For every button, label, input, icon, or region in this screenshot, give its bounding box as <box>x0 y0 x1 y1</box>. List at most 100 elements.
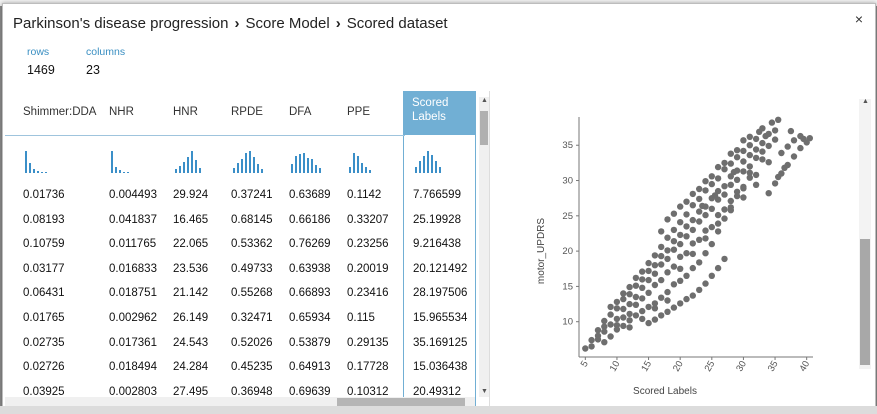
scatter-point <box>714 163 722 171</box>
table-horizontal-scroll-thumb[interactable] <box>337 398 465 406</box>
scatter-point <box>613 315 621 323</box>
table-cell: 21.142 <box>173 287 209 300</box>
breadcrumb-separator-icon: › <box>335 15 341 32</box>
scatter-point <box>683 233 690 240</box>
scatter-point <box>658 228 665 235</box>
column-header[interactable]: HNR <box>173 106 198 118</box>
x-tick-label: 30 <box>734 359 749 374</box>
table-cell: 24.284 <box>173 361 209 374</box>
scatter-point <box>620 290 627 297</box>
scatter-point <box>645 276 652 284</box>
scatter-point <box>588 343 595 350</box>
table-cell: 0.1142 <box>347 189 382 201</box>
table-cell: 0.63689 <box>289 189 331 201</box>
column-header[interactable]: Scored Labels <box>404 91 475 135</box>
histogram-bar <box>415 167 417 173</box>
scroll-down-icon[interactable]: ▼ <box>481 388 488 395</box>
scatter-point <box>771 180 779 187</box>
scatter-point <box>645 289 652 296</box>
rows-label: rows <box>27 46 50 58</box>
scatter-point <box>613 298 621 306</box>
histogram-bar <box>29 163 31 173</box>
scatter-point <box>790 153 798 160</box>
scatter-point <box>677 231 684 239</box>
table-cell: 15.965534 <box>413 312 468 324</box>
histogram-bar <box>175 169 177 173</box>
scatter-point <box>756 128 763 135</box>
scatter-point <box>746 163 753 170</box>
column-header[interactable]: NHR <box>109 106 134 118</box>
scatter-point <box>702 280 709 287</box>
scatter-point <box>670 281 678 288</box>
table-cell: 0.53879 <box>289 336 331 349</box>
table-cell: 0.33207 <box>347 213 389 226</box>
scatter-point <box>708 173 715 180</box>
histogram-bar <box>307 158 309 173</box>
histogram-bar <box>361 163 363 173</box>
column-header[interactable]: Shimmer:DDA <box>23 106 97 118</box>
scatter-point <box>702 250 709 257</box>
scatter-point <box>721 191 728 198</box>
scatter-point <box>664 269 671 276</box>
column-header[interactable]: RPDE <box>231 106 263 118</box>
breadcrumb-item-experiment[interactable]: Parkinson's disease progression <box>13 15 229 32</box>
table-cell: 0.041837 <box>109 213 157 226</box>
table-cell: 0.65934 <box>289 312 331 324</box>
table-cell: 26.149 <box>173 312 209 324</box>
breadcrumb-item-module[interactable]: Score Model <box>245 15 330 32</box>
histogram-bar <box>179 166 181 173</box>
column-header[interactable]: DFA <box>289 106 312 118</box>
table-cell: 9.216438 <box>413 238 461 251</box>
scatter-point <box>708 205 715 212</box>
scatter-point <box>733 154 741 161</box>
histogram-bar <box>249 151 251 173</box>
scatter-point <box>721 255 728 263</box>
scored-dataset-dialog: × Parkinson's disease progression › Score … <box>2 3 876 413</box>
plot-vertical-scroll-thumb[interactable] <box>860 239 870 365</box>
histogram-bar <box>191 151 193 173</box>
scatter-point <box>714 220 722 227</box>
y-tick-label: 15 <box>562 281 573 292</box>
scatter-point <box>689 226 696 234</box>
scatter-point <box>711 192 719 199</box>
table-horizontal-scrollbar[interactable] <box>5 397 475 407</box>
scatter-point <box>746 169 753 176</box>
scatter-plot-panel: 10 15 20 25 30 35 5 10 15 20 25 30 35 40 Scored Label… <box>495 91 873 410</box>
scatter-point <box>651 316 659 323</box>
histogram-bar <box>315 165 317 173</box>
scatter-point <box>752 135 760 143</box>
scatter-point <box>759 148 766 155</box>
scatter-point <box>781 164 788 171</box>
histogram-bar <box>127 172 129 173</box>
table-cell: 16.465 <box>173 213 209 226</box>
histogram-bar <box>319 168 321 173</box>
table-vertical-scrollbar[interactable]: ▲ ▼ <box>479 97 489 397</box>
scatter-point <box>658 261 665 268</box>
plot-scroll-up-icon[interactable]: ▲ <box>862 98 869 105</box>
scatter-point <box>607 311 614 318</box>
plot-vertical-scrollbar[interactable]: ▲ <box>859 98 871 369</box>
table-cell: 27.495 <box>173 385 209 398</box>
close-icon[interactable]: × <box>854 11 863 27</box>
table-cell: 0.17728 <box>347 361 389 374</box>
histogram-bar <box>365 167 367 173</box>
x-tick-label: 5 <box>579 359 591 369</box>
scatter-point <box>696 218 703 225</box>
x-axis-label: Scored Labels <box>633 386 697 397</box>
histogram-bar <box>435 161 437 173</box>
scatter-point <box>613 322 621 329</box>
column-header[interactable]: PPE <box>347 106 371 118</box>
scatter-point <box>626 317 633 324</box>
scatter-point <box>607 321 614 328</box>
scroll-up-icon[interactable]: ▲ <box>481 97 488 104</box>
scatter-point <box>727 207 734 214</box>
histogram-bar <box>187 157 189 173</box>
scatter-point <box>670 226 678 234</box>
scatter-point <box>632 301 640 308</box>
table-vertical-scroll-thumb[interactable] <box>480 111 488 145</box>
scatter-point <box>689 264 696 272</box>
histogram-bar <box>37 171 39 173</box>
scatter-point <box>601 317 608 325</box>
scatter-point <box>765 159 772 166</box>
table-cell: 0.64913 <box>289 361 331 374</box>
